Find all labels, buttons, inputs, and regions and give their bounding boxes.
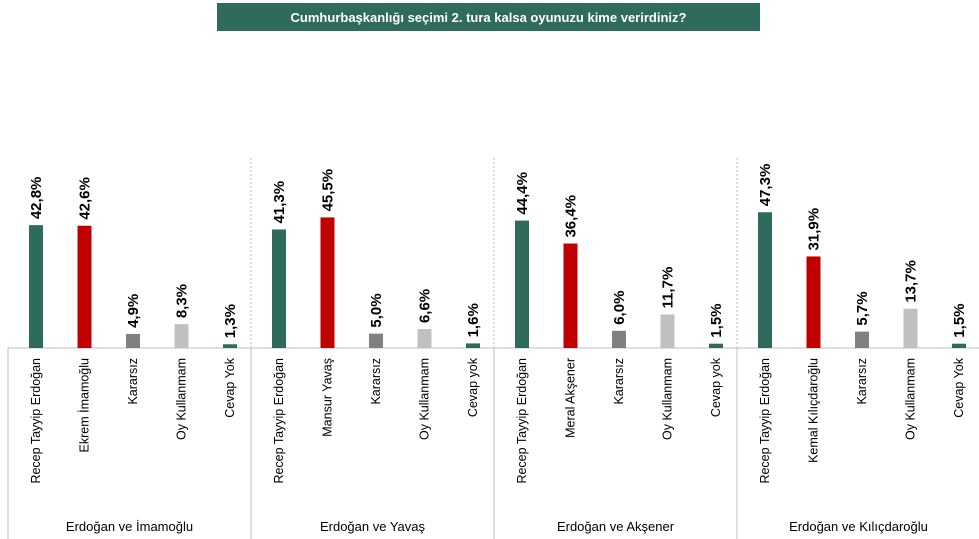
data-label: 42,8% [28,177,45,220]
bar [758,212,772,348]
category-label: Cevap Yok [223,357,237,418]
data-label: 11,7% [660,267,677,309]
bar [806,256,821,348]
category-label: Cevap yok [466,357,480,417]
group-label: Erdoğan ve İmamoğlu [66,519,193,534]
bar [660,314,675,348]
group-label: Erdoğan ve Akşener [557,519,675,534]
bar [515,220,529,348]
bar [466,343,480,348]
data-label: 6,6% [417,289,434,323]
data-label: 45,5% [320,169,337,212]
bar [417,329,432,348]
data-label: 13,7% [903,260,920,303]
category-label: Cevap yok [709,357,723,417]
category-label: Kararsız [126,358,140,405]
bar [77,225,92,348]
category-label: Recep Tayyip Erdoğan [29,358,43,484]
bar [563,243,578,348]
data-label: 42,6% [77,177,94,220]
data-label: 1,3% [222,304,239,338]
category-label: Recep Tayyip Erdoğan [758,358,772,484]
bar [369,333,383,348]
data-label: 1,5% [951,303,968,337]
bar [855,331,869,348]
category-label: Oy Kullanmam [904,358,918,440]
data-label: 41,3% [271,181,288,224]
data-label: 36,4% [563,195,580,238]
category-label: Ekrem İmamoğlu [78,358,92,453]
category-label: Recep Tayyip Erdoğan [272,358,286,484]
bar [126,333,140,348]
group-label: Erdoğan ve Yavaş [320,519,426,534]
data-label: 5,7% [854,291,871,325]
data-label: 1,6% [465,303,482,337]
category-label: Oy Kullanmam [661,358,675,440]
data-label: 1,5% [708,303,725,337]
category-label: Kararsız [369,358,383,405]
bar [174,324,189,348]
category-label: Kemal Kılıçdaroğlu [807,358,821,463]
bar [29,225,43,348]
data-label: 6,0% [611,291,628,325]
data-label: 4,9% [125,294,142,328]
group-label: Erdoğan ve Kılıçdaroğlu [789,519,928,534]
category-label: Cevap Yok [952,357,966,418]
category-label: Kararsız [612,358,626,405]
bar [903,308,918,348]
bar [709,343,723,348]
data-label: 5,0% [368,293,385,327]
data-label: 8,3% [174,284,191,318]
category-label: Oy Kullanmam [175,358,189,440]
data-label: 47,3% [757,164,774,207]
category-label: Mansur Yavaş [321,358,335,437]
category-label: Kararsız [855,358,869,405]
category-label: Meral Akşener [564,358,578,438]
bar [612,330,626,348]
bar [952,343,966,348]
category-label: Recep Tayyip Erdoğan [515,358,529,484]
bar [320,217,335,348]
chart-title: Cumhurbaşkanlığı seçimi 2. tura kalsa oy… [217,3,760,31]
category-label: Oy Kullanmam [418,358,432,440]
data-label: 44,4% [514,172,531,215]
data-label: 31,9% [806,208,823,251]
bar [223,344,237,348]
bar [272,229,286,348]
